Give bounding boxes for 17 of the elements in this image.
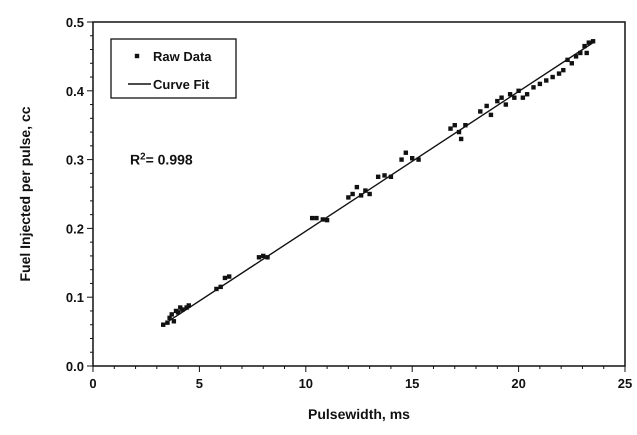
x-tick-label: 25 (618, 376, 632, 391)
x-tick-label: 15 (404, 376, 420, 391)
annotation: R$^{2}$= 0.998 (130, 151, 193, 168)
legend-label: Curve Fit (153, 77, 210, 92)
y-tick-label: 0.4 (66, 84, 85, 99)
legend-label: Raw Data (153, 49, 212, 64)
x-tick-label: 5 (196, 376, 204, 391)
x-tick-label: 20 (511, 376, 526, 391)
y-tick-label: 0.0 (66, 359, 84, 374)
y-tick-label: 0.5 (66, 15, 84, 30)
y-tick-label: 0.3 (66, 152, 84, 168)
y-tick-label: 0.2 (66, 221, 84, 236)
x-tick-label: 10 (298, 376, 314, 391)
x-axis-title: Pulsewidth, ms (308, 406, 410, 422)
x-tick-label: 0 (89, 376, 97, 391)
y-axis-title: Fuel Injected per pulse, cc (17, 106, 33, 282)
y-tick-label: 0.1 (66, 290, 84, 306)
